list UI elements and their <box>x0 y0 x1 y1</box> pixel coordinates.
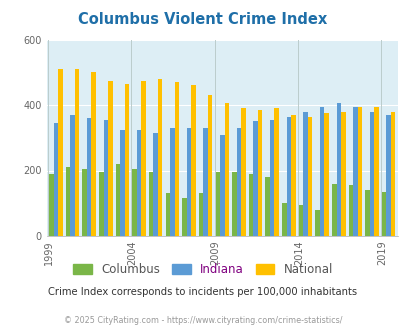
Bar <box>182 198 186 236</box>
Bar <box>324 113 328 236</box>
Bar <box>91 72 96 236</box>
Bar <box>124 84 129 236</box>
Bar <box>99 172 103 236</box>
Bar <box>53 123 58 236</box>
Bar <box>348 185 352 236</box>
Bar <box>269 120 274 236</box>
Bar <box>364 190 369 236</box>
Bar <box>165 193 170 236</box>
Bar <box>265 177 269 236</box>
Bar <box>352 107 357 236</box>
Bar <box>49 174 53 236</box>
Bar <box>170 128 174 236</box>
Bar <box>158 79 162 236</box>
Text: © 2025 CityRating.com - https://www.cityrating.com/crime-statistics/: © 2025 CityRating.com - https://www.city… <box>64 316 341 325</box>
Bar <box>281 203 286 236</box>
Bar <box>373 107 378 236</box>
Legend: Columbus, Indiana, National: Columbus, Indiana, National <box>68 258 337 281</box>
Bar <box>108 81 112 236</box>
Bar <box>115 164 120 236</box>
Bar <box>331 183 336 236</box>
Bar <box>58 69 62 236</box>
Bar <box>315 210 319 236</box>
Bar <box>274 108 278 236</box>
Bar <box>381 192 386 236</box>
Bar <box>120 130 124 236</box>
Bar <box>198 193 203 236</box>
Bar <box>257 110 262 236</box>
Bar <box>390 112 394 236</box>
Bar <box>75 69 79 236</box>
Bar <box>298 205 303 236</box>
Bar <box>132 169 136 236</box>
Bar <box>174 82 179 236</box>
Bar <box>319 107 324 236</box>
Bar <box>232 172 236 236</box>
Bar <box>307 116 311 236</box>
Bar <box>153 133 158 236</box>
Bar <box>136 130 141 236</box>
Bar <box>66 167 70 236</box>
Bar <box>253 121 257 236</box>
Bar <box>215 172 220 236</box>
Bar <box>248 174 253 236</box>
Bar <box>236 128 241 236</box>
Bar <box>286 116 290 236</box>
Bar <box>357 107 361 236</box>
Bar <box>336 103 340 236</box>
Bar <box>340 112 345 236</box>
Bar <box>186 128 191 236</box>
Bar <box>369 112 373 236</box>
Bar <box>290 115 295 236</box>
Text: Columbus Violent Crime Index: Columbus Violent Crime Index <box>78 12 327 26</box>
Bar <box>87 118 91 236</box>
Bar <box>103 120 108 236</box>
Bar <box>386 115 390 236</box>
Bar <box>149 172 153 236</box>
Bar <box>203 128 207 236</box>
Bar <box>70 115 75 236</box>
Bar <box>303 112 307 236</box>
Bar <box>241 108 245 236</box>
Text: Crime Index corresponds to incidents per 100,000 inhabitants: Crime Index corresponds to incidents per… <box>48 287 357 297</box>
Bar <box>207 95 212 236</box>
Bar <box>82 169 87 236</box>
Bar <box>224 103 228 236</box>
Bar <box>220 135 224 236</box>
Bar <box>191 85 195 236</box>
Bar <box>141 81 145 236</box>
